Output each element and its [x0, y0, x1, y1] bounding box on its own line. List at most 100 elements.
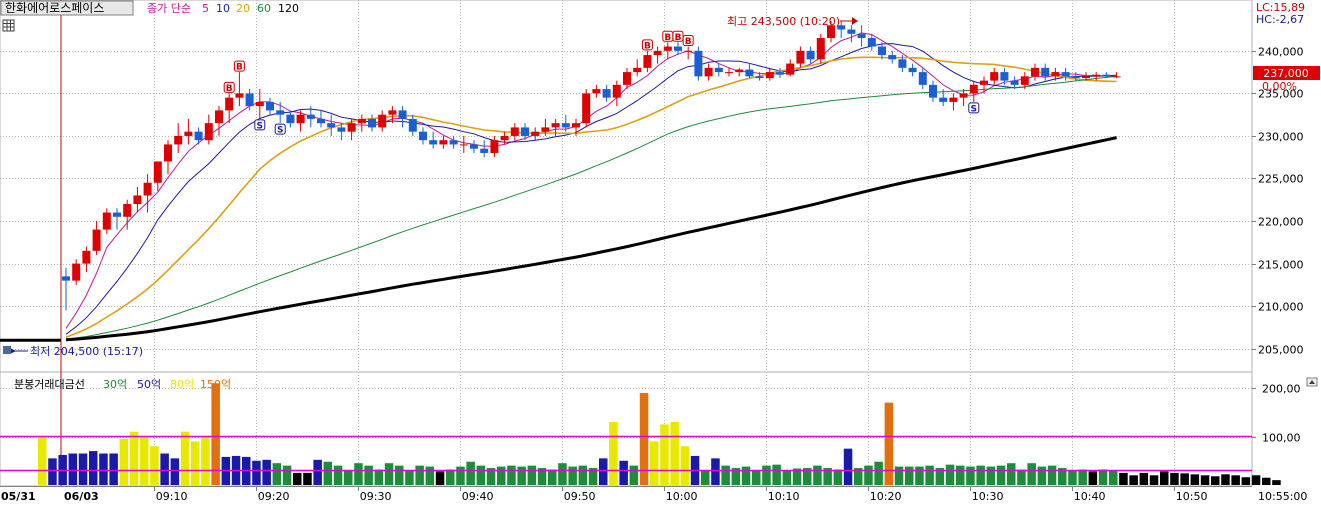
volume-bar [1211, 476, 1220, 485]
candle-body [745, 69, 754, 77]
volume-bar [1160, 471, 1169, 485]
candle [969, 80, 978, 102]
candle-body [949, 97, 958, 102]
candle [786, 59, 795, 77]
candle-body [164, 144, 172, 162]
candle [796, 46, 805, 68]
volume-bar [313, 459, 322, 485]
candle-body [592, 89, 601, 94]
signal-label: B [226, 84, 233, 94]
candle [449, 135, 458, 149]
candle-body [92, 229, 101, 251]
candle-body [480, 148, 489, 153]
candle [1112, 72, 1121, 79]
volume-bar [364, 465, 373, 485]
low-arrow-icon [10, 348, 28, 354]
candle-body [408, 118, 417, 132]
candle-body [959, 93, 968, 98]
candle [623, 67, 631, 90]
candle [357, 114, 366, 132]
stock-name-box[interactable] [0, 0, 134, 16]
candle [347, 118, 356, 141]
time-tick-label: 06/03 [64, 490, 99, 503]
volume-bar [374, 469, 384, 485]
ma-period-10: 10 [216, 2, 230, 15]
volume-bar [619, 460, 628, 485]
volume-bar [1007, 463, 1016, 485]
volume-bar [1139, 472, 1149, 485]
candle-body [735, 69, 744, 73]
candle [663, 42, 672, 60]
ma-line-5 [65, 32, 1117, 329]
time-tick-label: 09:10 [156, 490, 188, 503]
ma-period-120: 120 [278, 2, 299, 15]
ma-line-20 [65, 56, 1117, 338]
volume-bar [599, 458, 608, 485]
candle [102, 208, 111, 234]
candle [296, 110, 305, 132]
current-change: 0,00% [1262, 80, 1297, 93]
candle [194, 127, 203, 145]
candle-body [1071, 76, 1080, 79]
table-icon[interactable] [2, 19, 15, 32]
candle [551, 118, 560, 136]
time-tick-label: 09:20 [258, 490, 290, 503]
time-tick-label: 10:20 [870, 490, 902, 503]
candle-body [561, 123, 570, 128]
volume-bar [1058, 468, 1067, 485]
candle [959, 89, 968, 107]
volume-bar [1047, 465, 1057, 485]
price-panel-collapse-icon[interactable] [1306, 377, 1318, 387]
volume-bar [1078, 469, 1087, 485]
low-annotation: 최저 204,500 (15:17) [30, 345, 143, 358]
volume-bar [996, 465, 1006, 485]
candle-body [72, 263, 81, 281]
candle [521, 123, 529, 141]
candle [429, 131, 438, 149]
candle-body [1061, 72, 1070, 77]
volume-bar [1149, 475, 1159, 485]
candle [1061, 67, 1070, 81]
candle-body [102, 212, 111, 230]
candle [694, 46, 703, 81]
volume-bar [323, 461, 333, 485]
candle-body [286, 114, 295, 124]
candle-body [714, 67, 723, 73]
candle [388, 106, 397, 124]
current-price: 237,000 [1263, 67, 1309, 80]
candle [918, 67, 927, 90]
candle-body [918, 72, 927, 85]
scroll-handle-icon[interactable] [3, 346, 11, 354]
candles [62, 21, 1121, 311]
candle-body [888, 55, 897, 60]
sell-signal-icon: S [254, 119, 266, 131]
volume-bar [119, 438, 129, 485]
candle-body [806, 50, 815, 60]
candle [133, 187, 142, 213]
volume-bar [670, 422, 679, 485]
volume-bar [956, 465, 965, 485]
candle-body [215, 110, 223, 124]
candle-body [347, 123, 356, 132]
volume-bar [915, 466, 924, 485]
candle [1031, 63, 1039, 81]
candle [806, 46, 815, 64]
candle-body [225, 97, 234, 111]
buy-signal-icon: B [672, 30, 684, 43]
candle [225, 93, 234, 124]
candle-body [62, 276, 70, 281]
price-tick-label: 205,000 [1258, 344, 1304, 357]
candle-body [266, 101, 274, 111]
candle-body [1051, 72, 1060, 77]
candle [1020, 72, 1029, 90]
candle-body [1010, 80, 1019, 85]
candle-body [765, 72, 774, 79]
volume-bar [762, 465, 771, 485]
candle [82, 246, 91, 273]
candle [255, 89, 264, 119]
candle-body [980, 80, 988, 85]
candle-body [296, 114, 305, 124]
candle-body [133, 195, 142, 205]
volume-bar [578, 465, 588, 485]
volume-bar [650, 441, 659, 485]
